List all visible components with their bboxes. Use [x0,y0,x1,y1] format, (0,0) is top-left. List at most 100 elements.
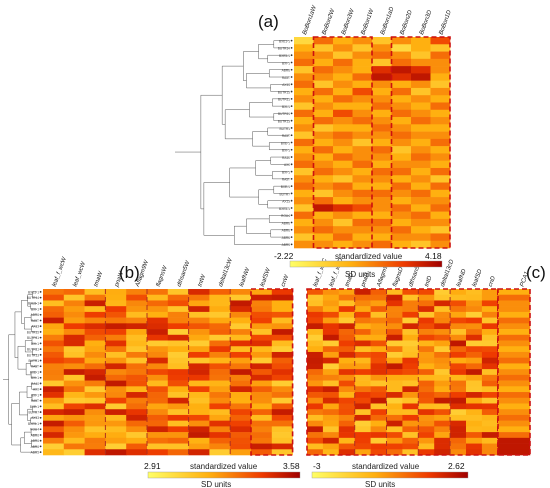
panel-a-col-3: BoBon1W [360,7,375,36]
panel-b-left-cell-r0-c3 [105,289,127,296]
panel-b-left-cell-r28-c11 [271,449,293,456]
panel-b-left-cell-r22-c4 [126,414,148,421]
panel-b-left-cell-r17-c11 [271,386,293,393]
panel-b-right-cell-r18-c11 [481,392,499,399]
panel-b-left-cell-r1-c8 [209,294,231,301]
panel-b-right-cell-r6-c2 [338,323,355,330]
panel-b-left-cell-r18-c10 [251,392,273,399]
panel-b-right-cell-r17-c7 [418,386,435,393]
panel-b-left-cell-r9-c1 [63,340,85,347]
panel-b-left-cell-r15-c4 [126,374,148,381]
panel-a-cell-r9-c7 [430,102,451,111]
panel-a-cell-r17-c6 [411,160,431,169]
panel-b-left-cell-r20-c3 [105,403,127,410]
panel-a-cell-r15-c2 [333,146,353,154]
panel-b-row-5: RA5T [31,319,39,323]
panel-b-right-cell-r27-c6 [402,443,419,450]
panel-b-right-cell-r25-c7 [418,432,435,439]
panel-b-left-cell-r19-c4 [126,397,148,404]
panel-a-cell-r6-c2 [333,80,353,89]
colorbar-b-right-min-label: -3 [313,461,321,471]
colorbar-b-right-max-label: 2.62 [448,461,465,471]
panel-c-cell-r8-c0 [498,334,531,341]
panel-a-cell-r9-c5 [391,102,412,111]
panel-a-cell-r1-c4 [372,44,392,52]
panel-b-right-cell-r8-c8 [434,334,451,341]
panel-b-left-col-11: cnW [281,273,291,288]
panel-b-right-heatmap [307,289,499,456]
panel-b-left-cell-r7-c8 [209,329,231,336]
panel-b-left-cell-r10-c8 [209,346,231,353]
panel-b-left-cell-r7-c11 [271,329,293,336]
panel-b-right-cell-r7-c5 [386,329,403,336]
panel-a-cell-r25-c5 [391,218,412,227]
panel-b-right-cell-r24-c5 [386,426,403,433]
panel-b-right-cell-r19-c9 [450,397,467,404]
panel-b-right-cell-r13-c5 [386,363,403,370]
panel-a-heatmap [294,37,451,249]
panel-b-right-cell-r21-c3 [354,409,371,416]
panel-b-left-cell-r15-c3 [105,374,127,381]
panel-b-right-cell-r4-c8 [434,311,451,318]
panel-b-left-cell-r12-c11 [271,357,293,364]
panel-b-left-cell-r3-c11 [271,306,293,313]
panel-b-right-cell-r0-c6 [402,289,419,296]
panel-b-left-cell-r27-c0 [43,443,65,450]
panel-c-cell-r15-c0 [498,374,531,381]
panel-a-cell-r27-c2 [333,233,353,242]
panel-b-row-labels: BXE1-1BUTR14BXE5-1BXI-1ABR6RA5TAX13BUTR1… [27,290,42,455]
panel-b-left-cell-r14-c5 [147,369,169,376]
panel-a-cell-r10-c2 [333,109,353,118]
panel-b-right-cell-r22-c1 [322,414,340,421]
panel-b-right-cell-r10-c0 [307,346,324,353]
panel-b-right-cell-r25-c10 [466,432,483,439]
panel-a-cell-r11-c2 [333,117,353,125]
panel-b-right-cell-r9-c6 [402,340,419,347]
panel-b-row-7: BUTR15 [27,330,39,334]
panel-b-left-cell-r12-c8 [209,357,231,364]
panel-a-col-1: BoBon2W [321,7,336,36]
panel-b-left-cell-r26-c10 [251,437,273,444]
panel-b-right-cell-r24-c1 [322,426,340,433]
panel-b-row-2: BXE5-1 [28,302,39,306]
panel-b-right-cell-r3-c9 [450,306,467,313]
panel-a-cell-r27-c1 [313,233,334,242]
panel-a-row-16: RA10 [282,156,290,160]
panel-b-left-cell-r26-c9 [230,437,252,444]
panel-b-left-cell-r0-c9 [230,289,252,296]
panel-b-left-cell-r17-c2 [84,386,106,393]
panel-b-row-0: BXE1-1 [28,290,39,294]
panel-b-right-cell-r21-c7 [418,409,435,416]
panel-b-right-cell-r2-c5 [386,300,403,307]
panel-b-left-cell-r15-c5 [147,374,169,381]
panel-b-left-cell-r21-c9 [230,409,252,416]
panel-a-col-6: BoBon3D [419,9,434,36]
panel-b-branch-3-2 [17,345,27,370]
panel-b-left-cell-r24-c10 [251,426,273,433]
panel-b-left-cell-r3-c4 [126,306,148,313]
panel-b-right-cell-r28-c7 [418,449,435,456]
panel-c-cell-r16-c0 [498,380,531,387]
panel-b-branch-1-10 [32,348,37,356]
panel-a-leaf-dot-5 [290,76,293,78]
panel-b-left-cell-r17-c8 [209,386,231,393]
panel-a-cell-r6-c7 [430,80,451,89]
panel-b-left-cell-r26-c3 [105,437,127,444]
panel-b-right-cell-r2-c10 [466,300,483,307]
panel-b-left-cell-r5-c10 [251,317,273,324]
panel-b-right-cell-r8-c7 [418,334,435,341]
panel-a-cell-r13-c3 [352,131,373,140]
panel-b-right-cell-r24-c6 [402,426,419,433]
panel-c-cell-r27-c0 [498,443,531,450]
panel-b-right-cell-r3-c10 [466,306,483,313]
panel-b-right-cell-r17-c3 [354,386,371,393]
panel-c-cell-r10-c0 [498,346,531,353]
panel-a-cell-r17-c2 [333,160,353,169]
panel-b-left-cell-r0-c1 [63,289,85,296]
panel-b-left-cell-r0-c0 [43,289,65,296]
panel-b-right-cell-r20-c2 [338,403,355,410]
panel-a-cell-r28-c0 [294,240,314,249]
panel-b-right-cell-r2-c1 [322,300,340,307]
panel-b-left-cell-r19-c1 [63,397,85,404]
panel-b-right-cell-r21-c6 [402,409,419,416]
